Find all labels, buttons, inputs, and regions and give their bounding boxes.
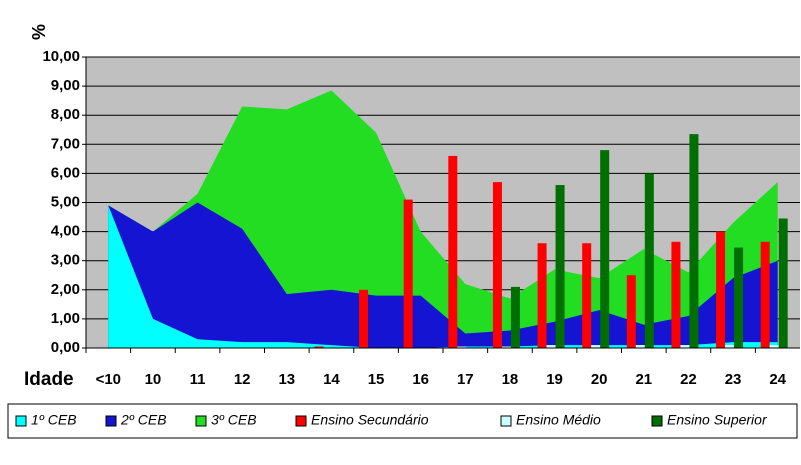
x-tick-label: 13 [278, 371, 295, 388]
legend-label: 3º CEB [211, 412, 257, 428]
bar [591, 345, 601, 348]
legend-label: Ensino Superior [667, 412, 768, 428]
y-tick-label: 5,00 [51, 193, 80, 210]
bar [778, 218, 788, 348]
x-axis-label: Idade [24, 369, 74, 390]
x-tick-label: <10 [96, 371, 121, 388]
legend-swatch [651, 415, 663, 427]
x-tick-label: 24 [769, 371, 786, 388]
area [108, 202, 778, 348]
bar [671, 241, 681, 348]
legend-swatch [195, 415, 207, 427]
x-tick-label: 14 [323, 371, 340, 388]
bar [689, 134, 699, 348]
x-tick-label: 19 [546, 371, 563, 388]
bar [626, 275, 636, 348]
y-tick-label: 10,00 [42, 48, 80, 65]
bar [635, 345, 645, 348]
y-tick-label: 1,00 [51, 310, 80, 327]
y-tick-label: 2,00 [51, 281, 80, 298]
legend-swatch [15, 415, 27, 427]
x-tick-label: 22 [680, 371, 697, 388]
legend-swatch [295, 415, 307, 427]
legend-swatch [105, 415, 117, 427]
bar [725, 345, 735, 348]
bar [546, 345, 556, 348]
bar [582, 243, 592, 348]
bar [314, 346, 324, 348]
y-tick-label: 8,00 [51, 106, 80, 123]
legend-swatch [500, 415, 512, 427]
bar [537, 243, 547, 348]
x-tick-label: 20 [591, 371, 608, 388]
bar [716, 231, 726, 348]
bar [555, 185, 565, 348]
x-tick-label: 15 [368, 371, 385, 388]
bar [457, 346, 467, 348]
y-tick-label: 0,00 [51, 339, 80, 356]
legend [7, 403, 798, 439]
bar [492, 182, 502, 348]
x-tick-label: 16 [412, 371, 429, 388]
y-axis-label: % [29, 24, 49, 40]
bar [760, 241, 770, 348]
bar [644, 173, 654, 348]
y-tick-label: 3,00 [51, 252, 80, 269]
legend-label: 1º CEB [31, 412, 77, 428]
bar [600, 150, 610, 348]
area [108, 205, 778, 348]
x-tick-label: 18 [502, 371, 519, 388]
y-tick-label: 7,00 [51, 135, 80, 152]
legend-label: 2º CEB [120, 412, 167, 428]
y-tick-label: 9,00 [51, 77, 80, 94]
y-tick-label: 6,00 [51, 164, 80, 181]
bar [680, 345, 690, 348]
x-tick-label: 12 [234, 371, 251, 388]
bar [734, 247, 744, 348]
bar [403, 199, 413, 348]
x-tick-label: 11 [190, 371, 206, 388]
legend-label: Ensino Médio [516, 412, 601, 428]
x-tick-label: 10 [145, 371, 162, 388]
x-tick-label: 21 [635, 371, 652, 388]
bar [359, 289, 369, 348]
bar [448, 155, 458, 348]
bar [501, 346, 511, 348]
x-tick-label: 17 [457, 371, 474, 388]
bar [769, 345, 779, 348]
bar [510, 286, 520, 348]
y-tick-label: 4,00 [51, 223, 80, 240]
x-tick-label: 23 [725, 371, 742, 388]
legend-label: Ensino Secundário [311, 412, 429, 428]
